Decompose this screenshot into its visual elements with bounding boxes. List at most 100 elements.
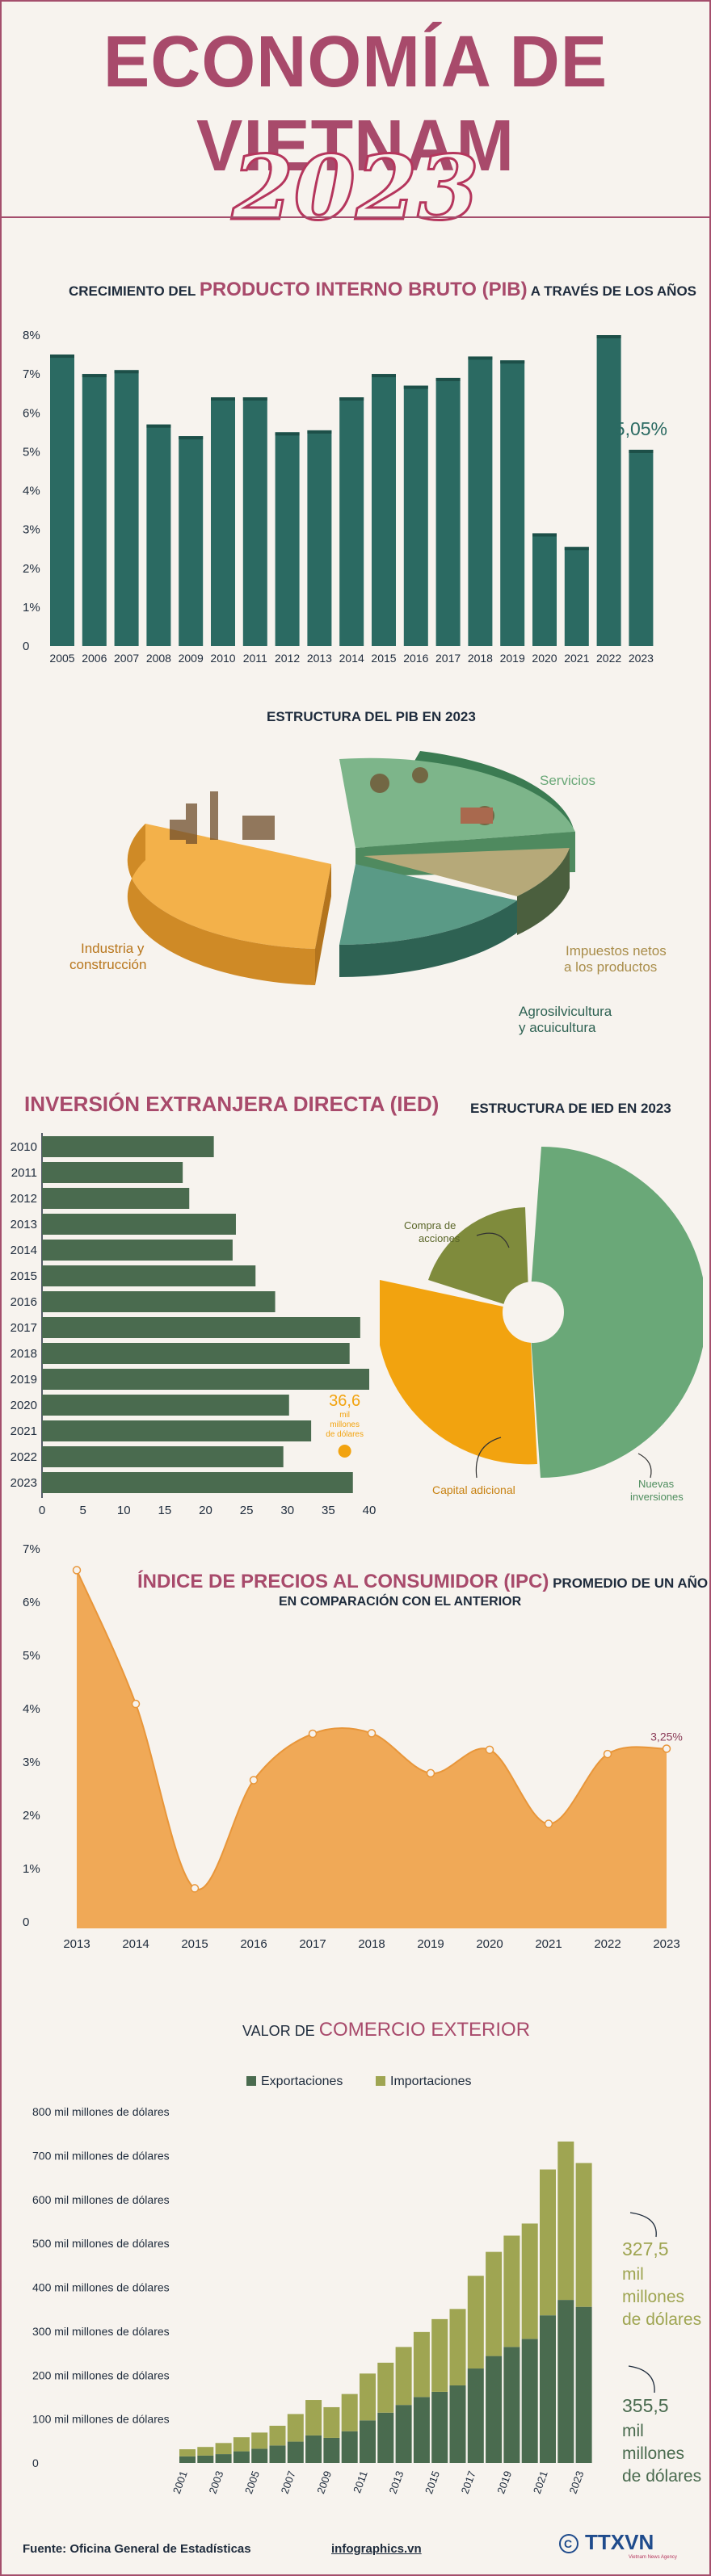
ied-last-value: 36,6 xyxy=(329,1392,360,1410)
ipc-title-post: PROMEDIO DE UN AÑO xyxy=(549,1575,709,1591)
trade-xtick: 2007 xyxy=(279,2469,298,2495)
ipc-ytick: 1% xyxy=(23,1862,40,1876)
ied-ytick: 2012 xyxy=(11,1192,37,1206)
pib-bar xyxy=(179,436,204,646)
trade-ytick: 100 mil millones de dólares xyxy=(32,2413,170,2426)
ipc-point xyxy=(367,1729,377,1738)
trade-imports-unit: millones xyxy=(622,2288,684,2306)
trade-bar-exports xyxy=(540,2315,556,2463)
pib-title-post: A TRAVÉS DE LOS AÑOS xyxy=(527,283,697,299)
ied-bar xyxy=(42,1446,284,1467)
ipc-xtick: 2018 xyxy=(358,1937,385,1951)
ied-ytick: 2015 xyxy=(11,1269,37,1283)
pib-bar xyxy=(435,377,461,646)
trade-bar-imports xyxy=(360,2373,376,2421)
pib-xtick: 2017 xyxy=(435,652,461,665)
ipc-xtick: 2023 xyxy=(653,1937,679,1951)
pib-ytick: 7% xyxy=(23,367,40,381)
trade-ytick: 400 mil millones de dólares xyxy=(32,2281,170,2294)
ipc-point xyxy=(485,1745,494,1755)
page-year: 2023 xyxy=(230,135,480,241)
trade-bar-imports xyxy=(197,2447,214,2456)
ied-xtick: 5 xyxy=(79,1504,86,1514)
trade-imports-value: 327,5 xyxy=(622,2238,669,2259)
trade-exports-pointer xyxy=(628,2365,655,2393)
footer-site[interactable]: infographics.vn xyxy=(331,2542,422,2556)
ipc-ytick: 6% xyxy=(23,1596,40,1609)
trade-exports-unit: de dólares xyxy=(622,2467,701,2486)
ipc-point xyxy=(426,1768,435,1778)
ied-slice-compra xyxy=(428,1207,529,1312)
pib-ytick: 6% xyxy=(23,406,40,420)
ied-bar xyxy=(42,1136,214,1157)
trade-bar-imports xyxy=(323,2406,340,2438)
trade-ytick: 500 mil millones de dólares xyxy=(32,2237,170,2250)
pib-xtick: 2022 xyxy=(596,652,621,665)
ied-xtick: 30 xyxy=(280,1504,294,1514)
ttxvn-logo-text: TTXVN xyxy=(585,2530,654,2554)
ied-ytick: 2019 xyxy=(11,1373,37,1387)
trade-title-accent: COMERCIO EXTERIOR xyxy=(318,2019,531,2041)
trade-bar-exports xyxy=(575,2306,592,2463)
pib-bar-top xyxy=(179,436,204,440)
pib-xtick: 2019 xyxy=(500,652,525,665)
trade-bar-imports xyxy=(251,2432,268,2449)
trade-bar-exports xyxy=(503,2347,520,2463)
pib-xtick: 2007 xyxy=(114,652,139,665)
pib-bar-top xyxy=(564,547,589,551)
trade-xtick: 2009 xyxy=(314,2469,334,2495)
ied-label-compra-2: acciones xyxy=(419,1232,461,1244)
trade-bar-exports xyxy=(251,2448,268,2463)
trade-bar-imports xyxy=(233,2437,250,2452)
trade-exports-value: 355,5 xyxy=(622,2395,669,2416)
pib-ytick: 2% xyxy=(23,562,40,576)
pib-bar xyxy=(339,397,364,646)
pib-bar-top xyxy=(307,430,332,434)
pib-xtick: 2018 xyxy=(468,652,493,665)
trade-xtick: 2021 xyxy=(531,2469,550,2495)
trade-xtick: 2013 xyxy=(386,2469,406,2495)
trade-legend-swatch xyxy=(246,2076,256,2086)
ipc-last-label: 3,25% xyxy=(650,1731,683,1743)
ied-slice-nuevas xyxy=(529,1147,703,1479)
trade-xtick: 2015 xyxy=(423,2469,442,2495)
trade-bar-imports xyxy=(557,2141,574,2301)
pib-bar xyxy=(372,374,396,646)
pib-ytick: 0 xyxy=(23,640,29,653)
pib-bar-top xyxy=(211,397,235,401)
ied-xtick: 10 xyxy=(117,1504,131,1514)
pib-bar xyxy=(146,424,171,646)
ied-bar xyxy=(42,1343,350,1364)
ipc-ytick: 4% xyxy=(23,1702,40,1716)
ipc-xtick: 2020 xyxy=(476,1937,503,1951)
pib-bar xyxy=(50,355,74,646)
trade-xtick: 2019 xyxy=(494,2469,514,2495)
pib-bar xyxy=(629,449,654,646)
ied-bar xyxy=(42,1188,190,1209)
ied-xtick: 40 xyxy=(363,1504,377,1514)
trade-bar-imports xyxy=(413,2331,430,2398)
ied-ytick: 2011 xyxy=(11,1166,37,1180)
pib-bar-top xyxy=(242,397,267,401)
trade-bar-exports xyxy=(449,2385,466,2463)
trade-title-pre: VALOR DE xyxy=(242,2023,319,2039)
pib-ytick: 4% xyxy=(23,485,40,498)
trade-bar-imports xyxy=(431,2318,448,2392)
pib-bar-top xyxy=(500,360,525,364)
ipc-ytick: 7% xyxy=(23,1542,40,1556)
trade-imports-unit: mil xyxy=(622,2265,644,2284)
ipc-point xyxy=(72,1566,82,1575)
ied-bar xyxy=(42,1265,256,1286)
trade-bar-exports xyxy=(305,2435,322,2463)
ipc-xtick: 2013 xyxy=(63,1937,90,1951)
pib-bar-top xyxy=(146,424,171,428)
ied-last-unit: de dólares xyxy=(326,1430,364,1439)
trade-imports-pointer xyxy=(629,2212,657,2238)
pib-bar-top xyxy=(114,370,139,374)
pib-xtick: 2015 xyxy=(371,652,396,665)
trade-xtick: 2003 xyxy=(206,2469,225,2495)
ied-ytick: 2022 xyxy=(11,1450,37,1464)
page-title: ECONOMÍA DE VIETNAM xyxy=(103,21,608,187)
ied-ytick: 2020 xyxy=(11,1399,37,1412)
ipc-xtick: 2016 xyxy=(240,1937,267,1951)
